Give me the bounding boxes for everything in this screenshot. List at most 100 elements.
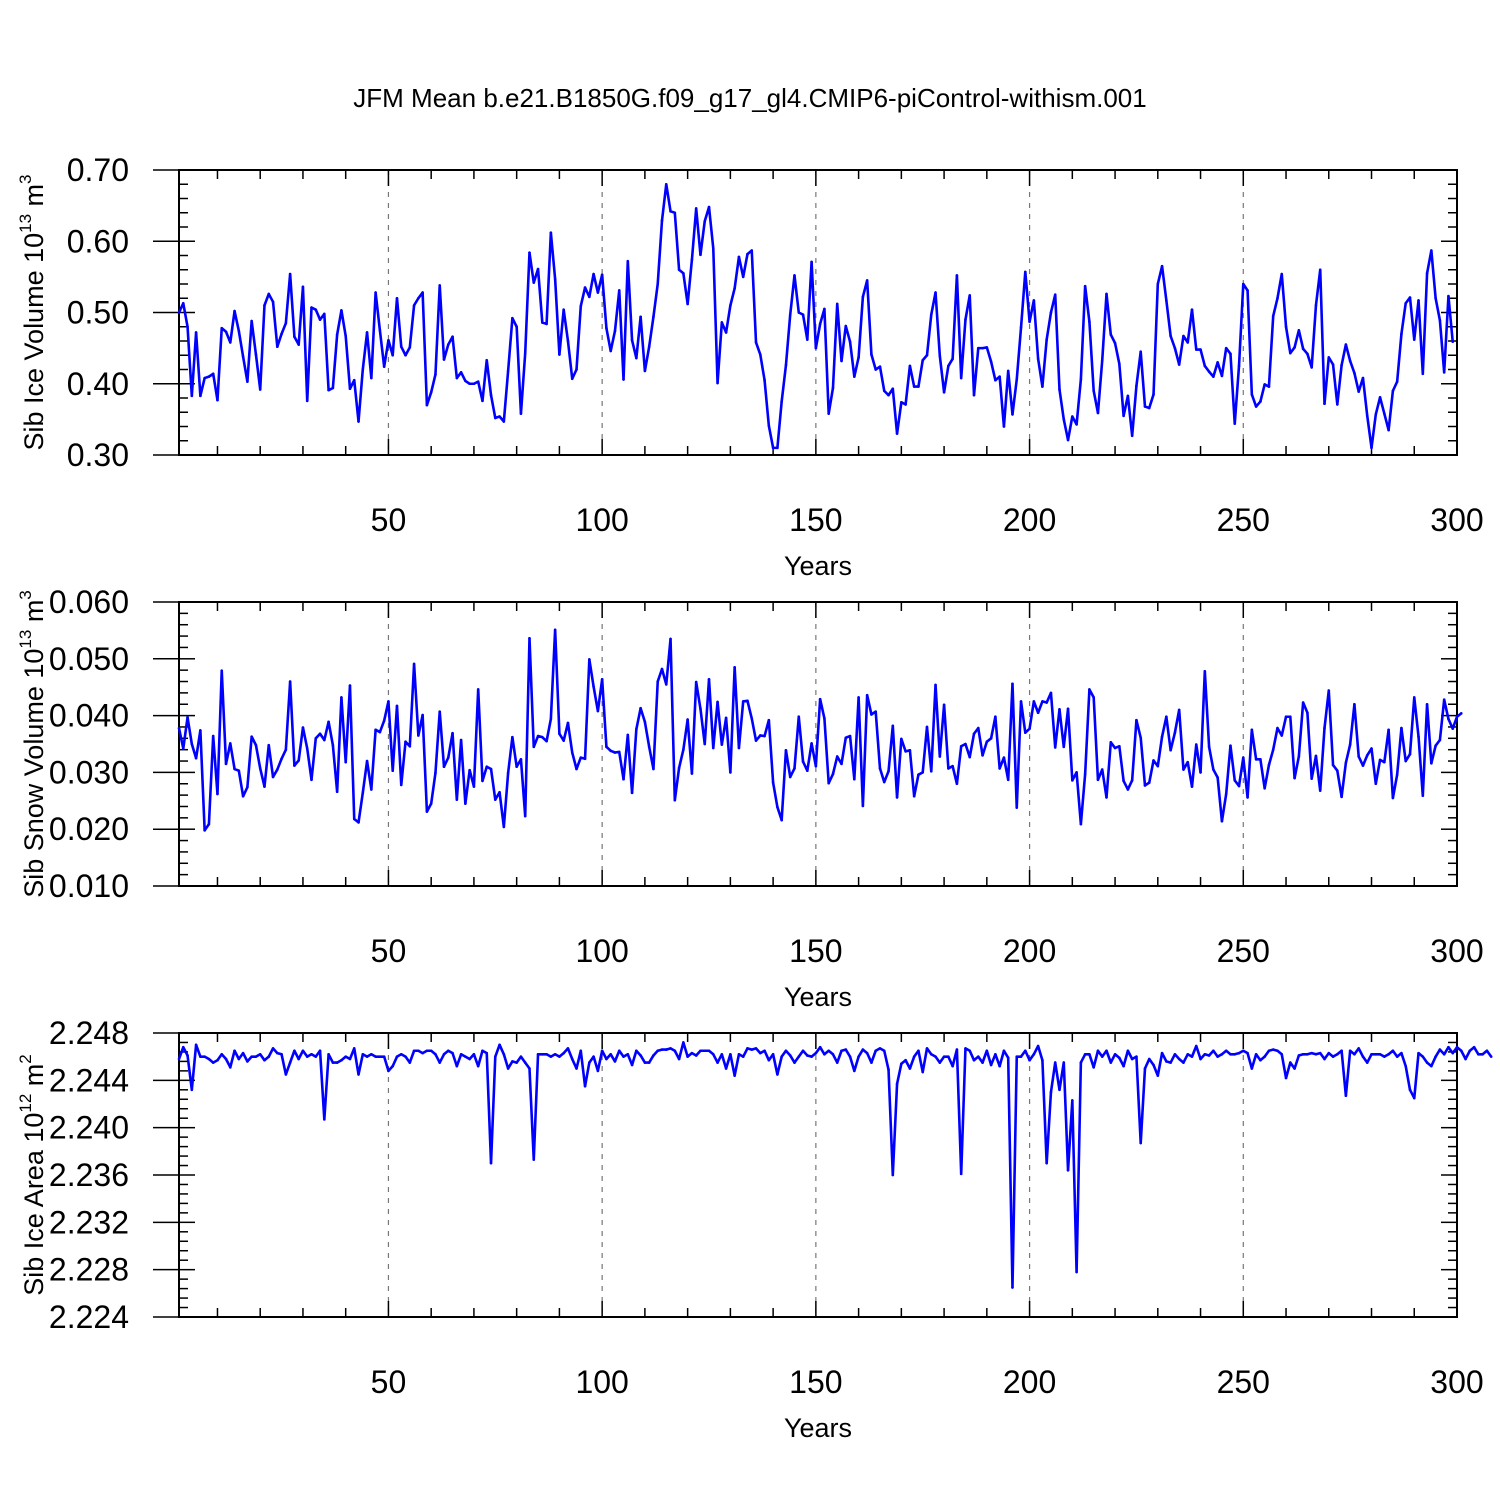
- data-point: [224, 1057, 228, 1061]
- data-point: [1301, 1053, 1305, 1056]
- data-point: [1314, 754, 1318, 758]
- data-point: [1165, 299, 1168, 302]
- data-point: [882, 1049, 886, 1053]
- data-point: [1028, 320, 1031, 324]
- data-point: [1404, 1064, 1408, 1068]
- data-point: [917, 1049, 920, 1053]
- data-point: [793, 1061, 796, 1064]
- data-point: [677, 766, 681, 770]
- data-point: [1434, 296, 1437, 300]
- y-tick-label: 2.244: [49, 1062, 129, 1098]
- data-point: [921, 358, 925, 362]
- data-point: [831, 772, 835, 776]
- data-point: [912, 385, 916, 388]
- data-point: [1062, 1061, 1066, 1064]
- y-axis-label-part: Sib Ice Volume 10: [19, 233, 49, 451]
- data-point: [1207, 1054, 1211, 1057]
- data-point: [1318, 789, 1322, 792]
- data-point: [1002, 756, 1006, 759]
- data-point: [1032, 700, 1036, 703]
- data-point: [1280, 272, 1284, 276]
- data-point: [964, 318, 967, 321]
- x-axis-label: Years: [784, 551, 852, 581]
- data-point: [327, 1053, 330, 1056]
- data-point: [314, 737, 318, 740]
- data-point: [1340, 1049, 1343, 1053]
- data-point: [1348, 359, 1352, 363]
- data-point: [404, 353, 407, 357]
- data-point: [754, 1047, 758, 1050]
- data-point: [1088, 320, 1091, 324]
- data-point: [293, 335, 296, 339]
- data-point: [942, 703, 946, 707]
- y-tick-label: 0.010: [49, 868, 129, 904]
- y-tick-label: 0.020: [49, 811, 129, 847]
- data-point: [1079, 822, 1083, 826]
- data-point: [323, 738, 326, 742]
- data-point: [1250, 1067, 1254, 1070]
- data-point: [489, 767, 493, 771]
- data-point: [421, 713, 424, 717]
- data-point: [1190, 1055, 1194, 1058]
- data-point: [1075, 423, 1078, 426]
- x-tick-label: 100: [575, 933, 628, 969]
- y-axis-label-part: m: [19, 600, 49, 630]
- data-point: [468, 1057, 471, 1061]
- data-point: [763, 1049, 766, 1053]
- data-point: [814, 346, 818, 350]
- data-point: [1395, 1055, 1399, 1058]
- y-tick-label: 0.70: [67, 152, 129, 188]
- data-point: [669, 210, 672, 213]
- data-point: [724, 1067, 728, 1070]
- data-point: [1212, 375, 1215, 378]
- data-point: [1071, 779, 1074, 782]
- data-point: [729, 1053, 732, 1056]
- data-point: [703, 1049, 707, 1053]
- data-point: [207, 1057, 211, 1061]
- data-point: [177, 726, 181, 730]
- data-point: [1447, 1045, 1450, 1049]
- data-point: [656, 282, 660, 286]
- data-point: [237, 329, 241, 333]
- data-point: [1199, 348, 1202, 351]
- data-point: [788, 775, 792, 779]
- data-point: [250, 1055, 253, 1058]
- data-point: [1207, 370, 1211, 373]
- data-point: [771, 446, 775, 450]
- data-point: [635, 1049, 638, 1053]
- data-point: [1276, 1049, 1279, 1053]
- data-point: [985, 740, 989, 744]
- data-point: [630, 338, 634, 342]
- data-point: [1173, 346, 1177, 350]
- data-point: [1130, 1057, 1134, 1061]
- data-point: [840, 1049, 843, 1053]
- data-point: [716, 1061, 719, 1064]
- data-point: [1267, 1049, 1271, 1053]
- data-point: [1079, 378, 1083, 381]
- data-point: [395, 704, 399, 708]
- data-point: [673, 798, 677, 802]
- data-point: [1408, 752, 1412, 756]
- x-tick-label: 300: [1430, 1364, 1483, 1400]
- data-point: [1105, 292, 1108, 296]
- data-point: [985, 346, 989, 349]
- data-point: [1186, 1053, 1190, 1056]
- data-point: [750, 249, 754, 252]
- data-point: [194, 1043, 198, 1047]
- data-point: [1156, 1074, 1160, 1077]
- data-point: [1323, 726, 1326, 730]
- data-point: [964, 1047, 967, 1050]
- data-point: [596, 291, 600, 294]
- data-point: [1096, 1049, 1100, 1053]
- data-point: [310, 1053, 313, 1056]
- series-line: [177, 1041, 1493, 1289]
- data-point: [177, 311, 181, 314]
- data-point: [1421, 372, 1425, 376]
- data-point: [1212, 1049, 1215, 1053]
- data-point: [596, 1069, 600, 1073]
- data-point: [190, 742, 194, 746]
- data-point: [318, 318, 322, 321]
- data-point: [737, 1053, 741, 1056]
- data-point: [690, 258, 694, 262]
- data-point: [938, 1061, 942, 1064]
